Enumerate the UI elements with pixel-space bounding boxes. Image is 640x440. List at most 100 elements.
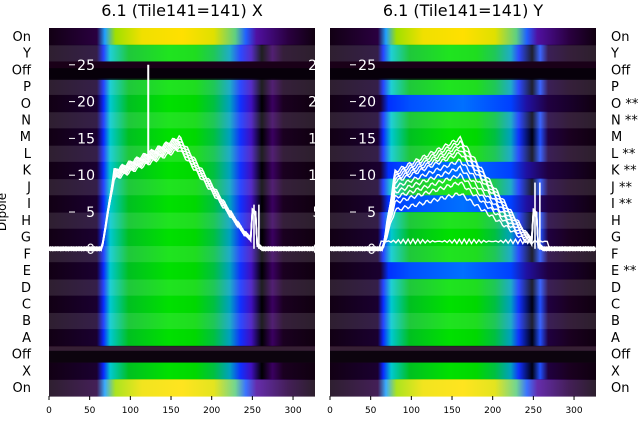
chart-title: 6.1 (Tile141=141) X [101, 1, 263, 20]
heatmap-row [49, 128, 315, 146]
heatmap-row [330, 329, 596, 347]
heatmap-row [49, 245, 315, 263]
heatmap-row [49, 278, 315, 297]
overlay-tick-label: 5 [86, 205, 95, 221]
overlay-tick-label: 15 [358, 131, 376, 147]
heatmap-row [49, 28, 315, 46]
x-tick-label: 0 [46, 406, 52, 416]
heatmap-row [330, 212, 596, 230]
dipole-label: E [23, 264, 31, 279]
dipole-label: N [21, 114, 31, 129]
heatmap-row [49, 178, 315, 196]
heatmap-row [330, 312, 596, 330]
x-tick-label: 250 [525, 406, 542, 416]
heatmap-row [49, 312, 315, 330]
overlay-tick-label-right: 15 [308, 131, 326, 147]
overlay-curve-flat [330, 237, 596, 250]
dipole-label: Y [610, 47, 619, 62]
heatmap-row [49, 78, 315, 96]
dipole-label: X [22, 364, 31, 379]
x-tick-label: 100 [122, 406, 139, 416]
x-tick-label: 200 [203, 406, 220, 416]
heatmap-row [330, 94, 596, 113]
heatmap-row [330, 362, 596, 380]
x-tick-label: 200 [484, 406, 501, 416]
heatmap-row [330, 128, 596, 146]
dipole-label: N ** [611, 114, 638, 129]
dipole-label: I [27, 197, 31, 212]
heatmap-row [49, 228, 315, 247]
overlay-tick-label: 15 [77, 131, 95, 147]
heatmap-row [49, 329, 315, 347]
heatmap-band [330, 68, 596, 80]
heatmap-band [49, 350, 315, 363]
dipole-label: K ** [611, 164, 637, 179]
heatmap-row [330, 44, 596, 63]
heatmap-row [49, 295, 315, 313]
x-tick-label: 300 [284, 406, 301, 416]
overlay-tick-label: 20 [358, 95, 376, 111]
dipole-label: On [13, 381, 31, 396]
dipole-label: D [611, 281, 621, 296]
dipole-label: X [611, 364, 620, 379]
overlay-tick-label-right: 20 [308, 95, 326, 111]
overlay-tick-label: 20 [77, 95, 95, 111]
heatmap-band [49, 68, 315, 80]
heatmap-row [330, 111, 596, 129]
overlay-tick-label: 10 [358, 168, 376, 184]
dipole-label: C [22, 298, 31, 313]
heatmap-row [49, 362, 315, 380]
heatmap-row [49, 111, 315, 129]
x-tick-label: 50 [365, 406, 377, 416]
heatmap-row [330, 262, 596, 280]
dipole-label: C [611, 298, 620, 313]
heatmap-row [330, 78, 596, 96]
dipole-label: G [21, 231, 31, 246]
heatmap-row [330, 145, 596, 163]
chart-title: 6.1 (Tile141=141) Y [383, 1, 544, 20]
dipole-label: O [21, 97, 31, 112]
heatmap-row [49, 145, 315, 163]
dipole-label: H [611, 214, 621, 229]
x-tick-label: 0 [327, 406, 333, 416]
heatmap-row [330, 278, 596, 297]
chart-panel-x: 6.1 (Tile141=141) XOnYOffPONMLKJIHGFEDCB… [0, 1, 326, 416]
dipole-label: A [22, 331, 31, 346]
heatmap-row [49, 94, 315, 113]
overlay-tick-label: 10 [77, 168, 95, 184]
heatmap-row [330, 28, 596, 46]
dipole-label: F [611, 247, 618, 262]
overlay-curve [48, 134, 315, 252]
x-tick-label: 300 [565, 406, 582, 416]
overlay-tick-label-right: 0 [313, 242, 322, 258]
x-tick-label: 50 [84, 406, 96, 416]
overlay-tick-label: 25 [358, 58, 376, 74]
x-tick-label: 250 [244, 406, 261, 416]
dipole-label: I ** [611, 197, 632, 212]
dipole-label: Y [22, 47, 31, 62]
dipole-label: On [611, 30, 629, 45]
dipole-label: F [24, 247, 31, 262]
dipole-label: M [20, 130, 31, 145]
dipole-label: B [611, 314, 620, 329]
heatmap-row [49, 379, 315, 397]
dipole-label: L ** [611, 147, 636, 162]
overlay-tick-label-right: 5 [313, 205, 322, 221]
dipole-label: On [611, 381, 629, 396]
dipole-label: Off [12, 348, 32, 363]
overlay-tick-label: 5 [367, 205, 376, 221]
dipole-label: J [26, 180, 31, 195]
overlay-tick-label-right: 10 [308, 168, 326, 184]
heatmap-row [330, 295, 596, 313]
heatmap-row [49, 44, 315, 63]
dipole-label: Off [12, 63, 32, 78]
heatmap-band [330, 350, 596, 363]
dipole-label: B [22, 314, 31, 329]
overlay-tick-label: 25 [77, 58, 95, 74]
x-tick-label: 100 [403, 406, 420, 416]
heatmap-row [49, 262, 315, 280]
dipole-label: D [21, 281, 31, 296]
dipole-label: Off [611, 63, 631, 78]
